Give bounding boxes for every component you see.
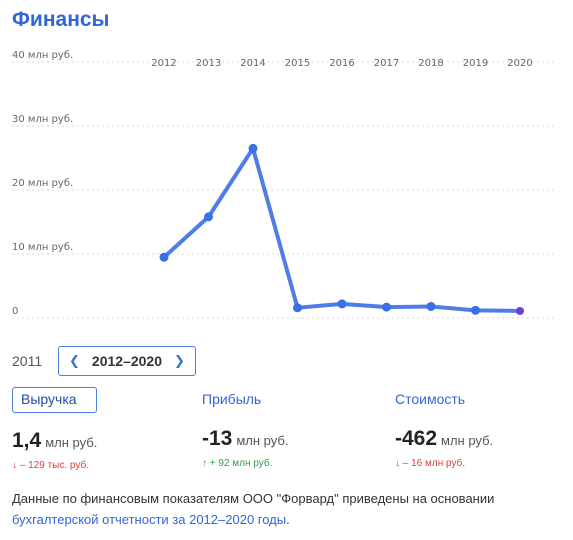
series-line [162,146,522,313]
period-selector-row: 2011 ❮ 2012–2020 ❯ [12,346,196,376]
x-tick-label: 2016 [329,58,354,69]
tab-revenue[interactable]: Выручка [12,387,98,413]
x-tick-label: 2014 [240,58,265,69]
current-period-label: 2012–2020 [91,353,162,369]
y-tick-label: 20 млн руб. [12,178,73,189]
y-tick-label: 10 млн руб. [12,242,73,253]
metric-profit-value: -13 млн руб. [202,427,288,451]
metric-value-number: 1,4 [12,429,42,452]
period-switch: ❮ 2012–2020 ❯ [58,346,196,376]
revenue-line-chart: 40 млн руб. 30 млн руб. 20 млн руб. 10 млн … [12,50,555,319]
metric-revenue: Выручка 1,4 млн руб. ↓ – 129 тыс. руб. [12,387,98,471]
y-tick-label: 0 [12,306,18,317]
previous-year-link[interactable]: 2011 [12,353,43,369]
y-tick-label: 40 млн руб. [12,50,73,61]
metric-revenue-delta: ↓ – 129 тыс. руб. [12,460,89,471]
data-point [516,306,524,315]
footnote-end: . [286,512,290,527]
metric-value-unit: млн руб. [441,433,494,448]
x-tick-label: 2012 [151,58,176,69]
data-point [471,305,480,315]
page-title: Финансы [12,8,110,31]
y-tick-label: 30 млн руб. [12,114,73,125]
footnote-text: Данные по финансовым показателям ООО "Фо… [12,491,495,506]
data-point [293,303,302,313]
x-tick-label: 2015 [285,58,310,69]
metric-cost-value: -462 млн руб. [395,427,493,451]
metric-value-cost: Стоимость -462 млн руб. ↓ – 16 млн руб. [395,387,493,469]
data-point [204,212,213,222]
data-point [337,299,347,309]
data-point [426,301,436,311]
chevron-right-icon[interactable]: ❯ [173,353,185,368]
footnote: Данные по финансовым показателям ООО "Фо… [12,488,567,530]
tab-profit[interactable]: Прибыль [202,391,262,407]
metric-value-number: -462 [395,427,438,450]
x-tick-label: 2018 [418,58,443,69]
data-point [159,252,169,262]
chevron-left-icon[interactable]: ❮ [69,353,80,368]
x-tick-label: 2017 [374,58,399,69]
x-tick-label: 2013 [196,58,221,69]
accounting-report-link[interactable]: бухгалтерской отчетности за 2012–2020 го… [12,512,287,527]
metric-cost-delta: ↓ – 16 млн руб. [395,458,466,469]
x-tick-label: 2020 [507,58,532,69]
metric-profit: Прибыль -13 млн руб. ↑ + 92 млн руб. [202,387,288,469]
metric-profit-delta: ↑ + 92 млн руб. [202,458,273,469]
metric-value-unit: млн руб. [236,433,289,448]
x-tick-label: 2019 [463,58,488,69]
metric-revenue-value: 1,4 млн руб. [12,429,97,453]
metric-value-number: -13 [202,427,233,450]
data-point [248,143,258,153]
metric-value-unit: млн руб. [45,435,98,450]
data-point [382,302,391,312]
tab-value[interactable]: Стоимость [395,391,466,407]
